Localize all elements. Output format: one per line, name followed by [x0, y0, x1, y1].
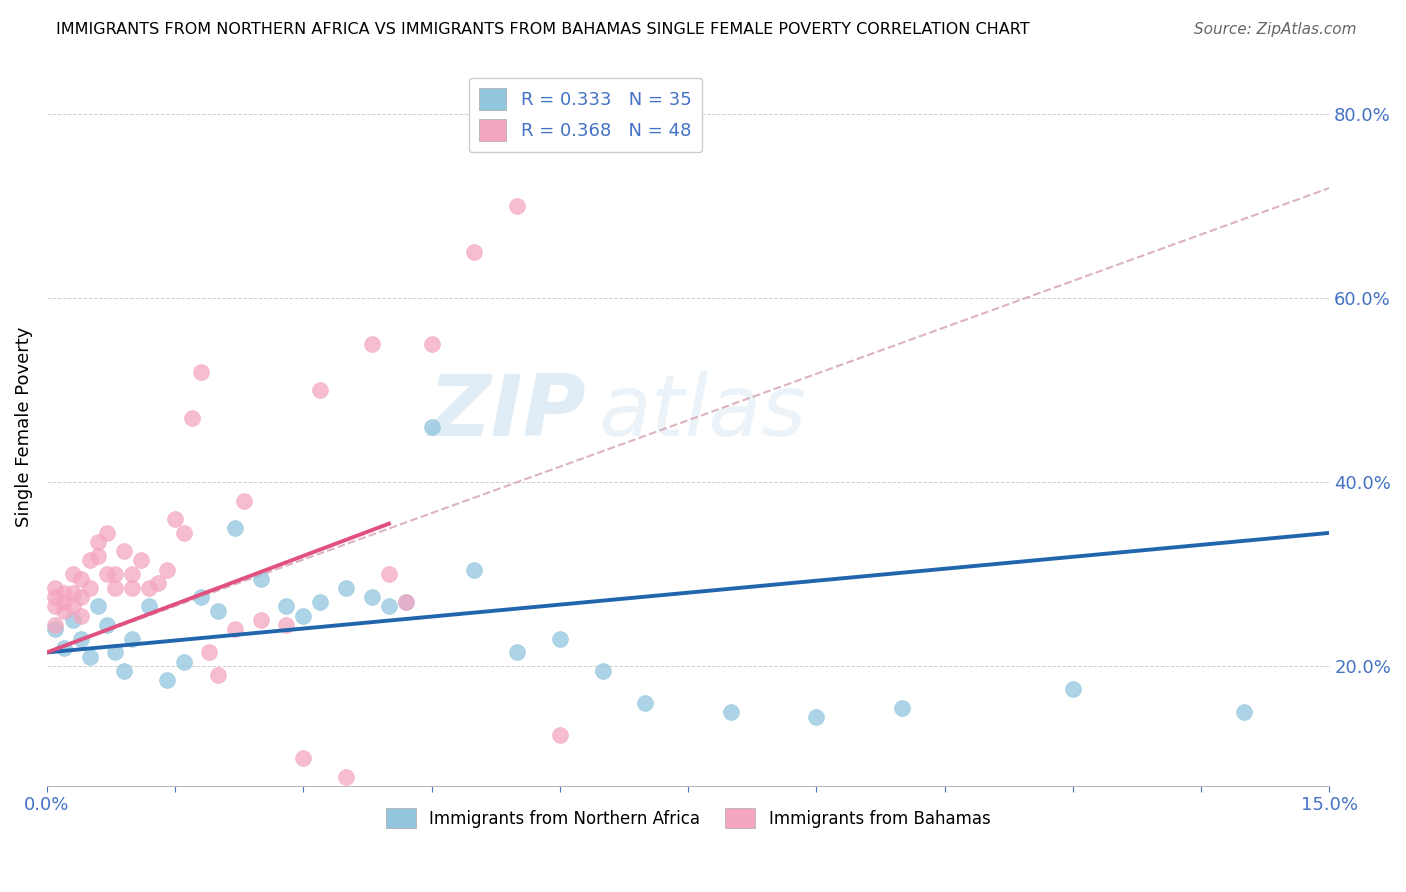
Point [96, 525, 118, 540]
Point [70, 591, 93, 605]
Point [181, 411, 204, 425]
Point [249, 572, 271, 586]
Point [87, 535, 110, 549]
Point [463, 563, 485, 577]
Point [309, 384, 332, 398]
Point [634, 696, 657, 710]
Point [112, 664, 135, 678]
Point [96, 618, 118, 632]
Point [548, 728, 571, 742]
Text: Source: ZipAtlas.com: Source: ZipAtlas.com [1194, 22, 1357, 37]
Text: IMMIGRANTS FROM NORTHERN AFRICA VS IMMIGRANTS FROM BAHAMAS SINGLE FEMALE POVERTY: IMMIGRANTS FROM NORTHERN AFRICA VS IMMIG… [56, 22, 1029, 37]
Point [378, 599, 401, 614]
Point [506, 199, 529, 213]
Point [155, 563, 177, 577]
Y-axis label: Single Female Poverty: Single Female Poverty [15, 327, 32, 527]
Point [1233, 705, 1256, 719]
Point [104, 567, 127, 582]
Point [87, 549, 110, 563]
Point [70, 632, 93, 646]
Point [360, 337, 382, 351]
Point [292, 751, 315, 765]
Point [62, 599, 84, 614]
Point [292, 608, 315, 623]
Point [155, 673, 177, 687]
Legend: Immigrants from Northern Africa, Immigrants from Bahamas: Immigrants from Northern Africa, Immigra… [380, 801, 997, 835]
Point [276, 599, 298, 614]
Point [232, 493, 254, 508]
Point [420, 420, 443, 434]
Point [138, 599, 160, 614]
Point [335, 770, 357, 784]
Point [53, 585, 76, 599]
Point [548, 632, 571, 646]
Point [249, 613, 271, 627]
Point [53, 604, 76, 618]
Point [420, 337, 443, 351]
Point [173, 655, 195, 669]
Point [207, 668, 229, 682]
Point [104, 581, 127, 595]
Point [463, 245, 485, 260]
Point [224, 623, 246, 637]
Point [190, 591, 212, 605]
Point [53, 595, 76, 609]
Point [70, 608, 93, 623]
Point [121, 581, 143, 595]
Point [165, 512, 187, 526]
Point [335, 581, 357, 595]
Point [104, 645, 127, 659]
Point [309, 595, 332, 609]
Point [395, 595, 418, 609]
Point [395, 595, 418, 609]
Point [276, 618, 298, 632]
Point [44, 581, 66, 595]
Point [53, 640, 76, 655]
Point [360, 591, 382, 605]
Text: ZIP: ZIP [427, 371, 585, 454]
Point [173, 525, 195, 540]
Point [720, 705, 742, 719]
Point [806, 710, 828, 724]
Point [224, 521, 246, 535]
Point [62, 585, 84, 599]
Point [96, 567, 118, 582]
Point [890, 700, 912, 714]
Point [112, 544, 135, 558]
Point [592, 664, 614, 678]
Point [79, 581, 101, 595]
Point [207, 604, 229, 618]
Point [44, 623, 66, 637]
Point [79, 650, 101, 665]
Point [121, 567, 143, 582]
Point [129, 553, 152, 567]
Point [62, 613, 84, 627]
Text: atlas: atlas [599, 371, 806, 454]
Point [87, 599, 110, 614]
Point [146, 576, 169, 591]
Point [1062, 682, 1084, 697]
Point [70, 572, 93, 586]
Point [506, 645, 529, 659]
Point [198, 645, 221, 659]
Point [121, 632, 143, 646]
Point [190, 365, 212, 379]
Point [79, 553, 101, 567]
Point [378, 567, 401, 582]
Point [44, 591, 66, 605]
Point [44, 618, 66, 632]
Point [138, 581, 160, 595]
Point [44, 599, 66, 614]
Point [62, 567, 84, 582]
